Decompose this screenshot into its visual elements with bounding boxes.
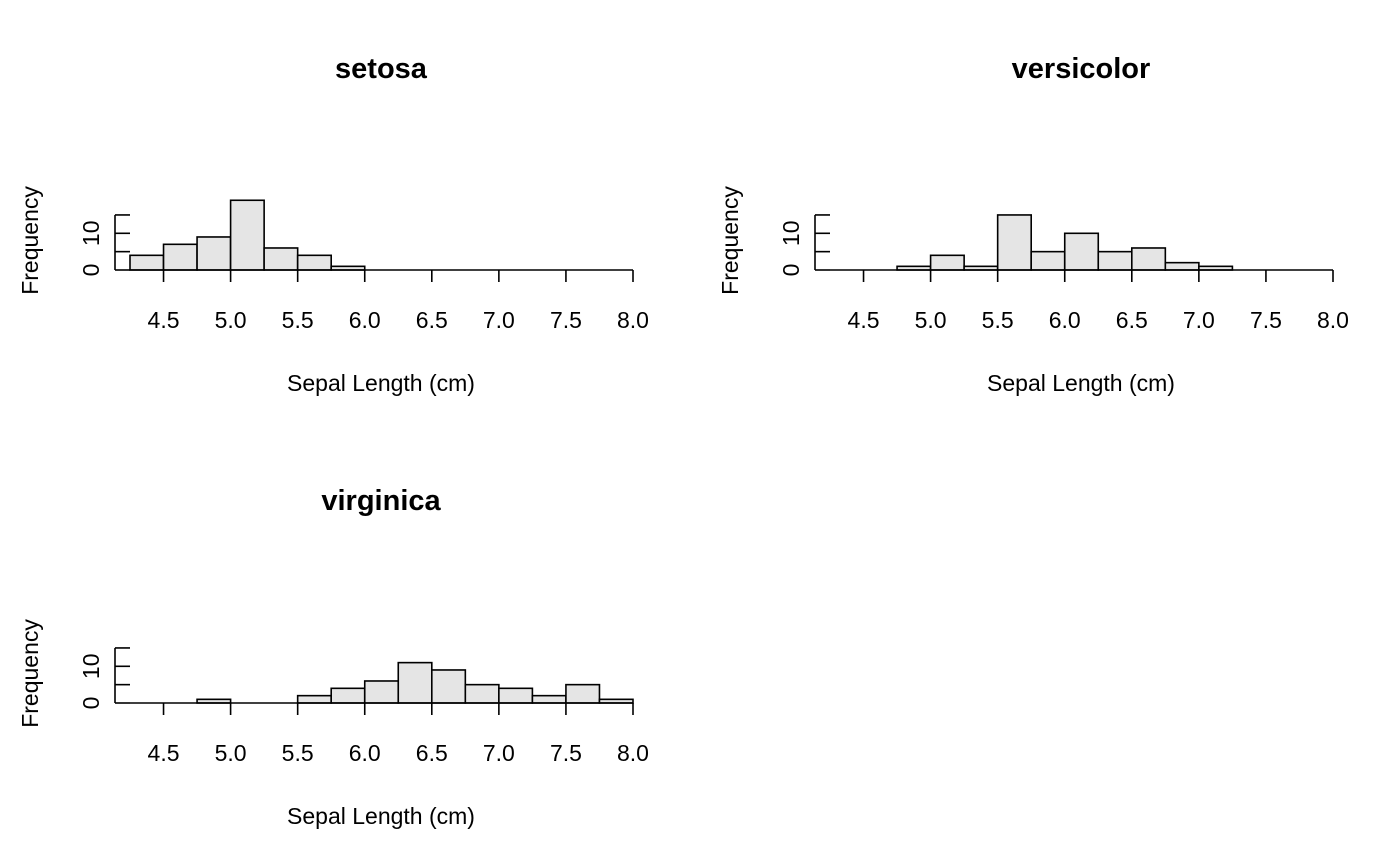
panel-title: virginica: [321, 485, 441, 517]
histogram-bar: [296, 254, 332, 271]
panel-title: setosa: [335, 53, 428, 85]
histogram-bar: [1063, 232, 1100, 271]
x-tick-label: 6.5: [1116, 307, 1148, 333]
x-tick-label: 5.5: [282, 740, 314, 766]
y-axis-title: Frequency: [17, 619, 43, 728]
x-tick-label: 6.5: [416, 307, 448, 333]
histogram-bar: [498, 687, 534, 704]
histogram-bar: [129, 254, 165, 271]
x-tick-label: 7.5: [1250, 307, 1282, 333]
x-tick-label: 6.5: [416, 740, 448, 766]
panel-title: versicolor: [1012, 53, 1151, 85]
x-tick-label: 5.0: [215, 307, 247, 333]
x-tick-label: 7.5: [550, 740, 582, 766]
x-tick-label: 6.0: [349, 740, 381, 766]
x-tick-label: 5.5: [982, 307, 1014, 333]
x-tick-label: 7.0: [1183, 307, 1215, 333]
histogram-bar: [1030, 250, 1066, 271]
y-axis-title: Frequency: [717, 186, 743, 295]
x-axis-title: Sepal Length (cm): [287, 370, 475, 396]
y-tick-label: 0: [778, 264, 804, 277]
histogram-bar: [1131, 247, 1167, 271]
y-tick-label: 10: [78, 654, 104, 680]
x-tick-label: 6.0: [1049, 307, 1081, 333]
histogram-bar: [464, 683, 500, 704]
histogram-bar: [929, 254, 965, 271]
histogram-panel-virginica: virginica 4.5 5.0 5.5 6.0 6.5 7.0 7.5 8.0 0 10 Sepa…: [17, 485, 649, 829]
x-tick-label: 6.0: [349, 307, 381, 333]
y-axis-title: Frequency: [17, 186, 43, 295]
x-tick-label: 8.0: [617, 740, 649, 766]
x-axis-title: Sepal Length (cm): [987, 370, 1175, 396]
histogram-bar: [296, 694, 332, 704]
y-tick-label: 0: [78, 264, 104, 277]
y-tick-label: 0: [78, 697, 104, 710]
histogram-bar: [430, 669, 467, 704]
x-tick-label: 4.5: [848, 307, 880, 333]
x-tick-label: 4.5: [148, 307, 180, 333]
histogram-bar: [330, 687, 366, 704]
y-tick-label: 10: [778, 221, 804, 247]
x-tick-label: 8.0: [617, 307, 649, 333]
x-axis-title: Sepal Length (cm): [287, 803, 475, 829]
histogram-bar: [1097, 250, 1133, 271]
histogram-bar: [565, 683, 601, 704]
histogram-panel-setosa: setosa 4.5 5.0 5.5 6.0 6.5 7.0 7.5 8.0 0 10 Sepal L…: [17, 53, 649, 396]
histogram-bar: [531, 694, 567, 704]
x-tick-label: 5.0: [215, 740, 247, 766]
histogram-bar: [263, 247, 299, 271]
histogram-panel-versicolor: versicolor 4.5 5.0 5.5 6.0 6.5 7.0 7.5 8.0 0 10 Sep…: [717, 53, 1349, 396]
x-tick-label: 7.5: [550, 307, 582, 333]
x-tick-label: 8.0: [1317, 307, 1349, 333]
histogram-bar: [363, 680, 400, 704]
histogram-bar: [1164, 261, 1200, 271]
x-tick-label: 7.0: [483, 307, 515, 333]
y-tick-label: 10: [78, 221, 104, 247]
histogram-bar: [162, 243, 198, 271]
histogram-bar: [229, 199, 265, 271]
histogram-bar: [196, 236, 232, 271]
histogram-bar: [397, 661, 433, 704]
x-tick-label: 7.0: [483, 740, 515, 766]
x-tick-label: 5.5: [282, 307, 314, 333]
x-tick-label: 4.5: [148, 740, 180, 766]
histogram-bar: [996, 214, 1033, 271]
x-tick-label: 5.0: [915, 307, 947, 333]
